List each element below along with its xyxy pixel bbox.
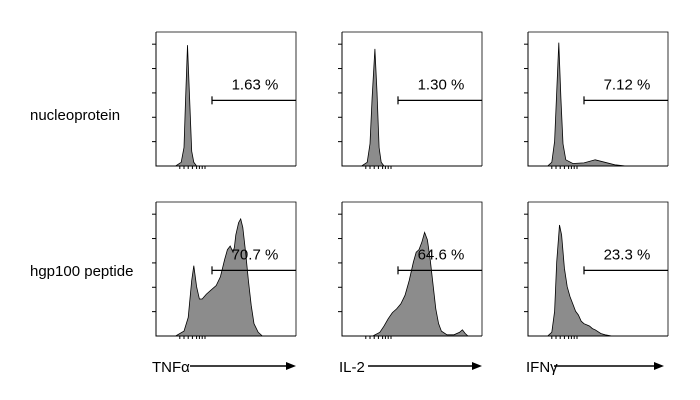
histogram-panel-hgp100-il2: 64.6 %	[338, 201, 483, 339]
axis-frame-nucleoprotein-ifng	[527, 32, 668, 167]
histogram-panel-nucleoprotein-ifng: 7.12 %	[524, 31, 669, 169]
axis-label-ifng: IFNγ	[526, 359, 558, 376]
axis-frame-nucleoprotein-tnfa	[155, 32, 296, 167]
histogram-panels: 1.63 % 1.30 % 7.12 % 70.7 % 64.6 % 23.3 %	[152, 31, 669, 339]
axis-frame-hgp100-ifng	[527, 202, 668, 337]
axis-arrow-ifng	[554, 362, 664, 370]
gate-percent-label-nucleoprotein-tnfa: 1.63 %	[232, 77, 279, 94]
axis-label-tnfa: TNFα	[152, 359, 190, 376]
axis-frame-outer-hgp100-ifng	[528, 201, 669, 336]
histogram-panel-hgp100-tnfa: 70.7 %	[152, 201, 297, 339]
histogram-area-hgp100-ifng	[528, 224, 668, 337]
axis-frame-outer-nucleoprotein-il2	[342, 31, 483, 166]
gate-percent-label-hgp100-ifng: 23.3 %	[604, 247, 651, 264]
axis-frame-nucleoprotein-il2	[341, 32, 482, 167]
axis-frame-outer-nucleoprotein-ifng	[528, 31, 669, 166]
row-label-hgp100: hgp100 peptide	[30, 263, 133, 280]
axis-arrow-head-tnfa	[286, 362, 296, 370]
histogram-panel-nucleoprotein-tnfa: 1.63 %	[152, 31, 297, 169]
axis-frame-outer-nucleoprotein-tnfa	[156, 31, 297, 166]
axis-arrow-tnfa	[190, 362, 296, 370]
row-label-nucleoprotein: nucleoprotein	[30, 107, 120, 124]
gate-percent-label-hgp100-tnfa: 70.7 %	[232, 247, 279, 264]
axis-arrow-il2	[368, 362, 482, 370]
axis-arrow-head-ifng	[654, 362, 664, 370]
histogram-area-nucleoprotein-il2	[342, 48, 482, 167]
axis-arrows	[190, 362, 664, 370]
axis-frame-outer-hgp100-il2	[342, 201, 483, 336]
column-axis-labels: TNFα IL-2 IFNγ	[152, 359, 558, 376]
histogram-area-hgp100-tnfa	[156, 217, 296, 337]
axis-arrow-head-il2	[472, 362, 482, 370]
row-labels: nucleoprotein hgp100 peptide	[30, 107, 133, 280]
histogram-panel-nucleoprotein-il2: 1.30 %	[338, 31, 483, 169]
axis-label-il2: IL-2	[339, 359, 365, 376]
histogram-area-hgp100-il2	[342, 231, 482, 337]
gate-percent-label-nucleoprotein-ifng: 7.12 %	[604, 77, 651, 94]
histogram-panel-hgp100-ifng: 23.3 %	[524, 201, 669, 339]
axis-frame-hgp100-il2	[341, 202, 482, 337]
axis-frame-hgp100-tnfa	[155, 202, 296, 337]
gate-percent-label-nucleoprotein-il2: 1.30 %	[418, 77, 465, 94]
gate-percent-label-hgp100-il2: 64.6 %	[418, 247, 465, 264]
histogram-area-nucleoprotein-tnfa	[156, 45, 296, 167]
histogram-area-nucleoprotein-ifng	[528, 42, 668, 167]
axis-frame-outer-hgp100-tnfa	[156, 201, 297, 336]
